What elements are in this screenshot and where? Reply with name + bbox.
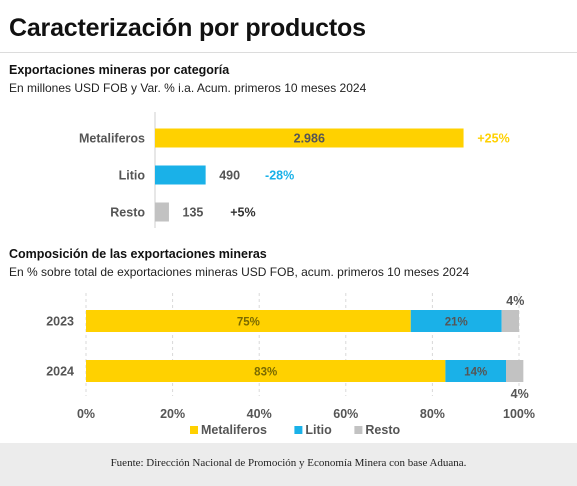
legend-swatch-metaliferos — [190, 426, 198, 434]
legend-label-litio: Litio — [305, 423, 332, 437]
chart2-title: Composición de las exportaciones mineras — [9, 247, 267, 261]
source-note: Fuente: Dirección Nacional de Promoción … — [110, 457, 467, 469]
composition-stacked-chart: 0% 20% 40% 60% 80% 100% 2023 75% 21% 4% 2024 83% 14%… — [46, 293, 535, 437]
source-footer: Fuente: Dirección Nacional de Promoción … — [0, 443, 577, 486]
category-label-litio: Litio — [119, 169, 146, 183]
variation-label-metaliferos: +25% — [477, 132, 509, 146]
legend-label-resto: Resto — [365, 423, 400, 437]
legend-label-metaliferos: Metaliferos — [201, 423, 267, 437]
segment-label-metaliferos-2023: 75% — [237, 317, 260, 329]
value-label-litio: 490 — [219, 169, 240, 183]
segment-metaliferos-2023 — [86, 310, 411, 332]
category-bar-chart: Metaliferos 2.986 +25% Litio 490 -28% Resto 135… — [79, 112, 510, 228]
page-title: Caracterización por productos — [9, 14, 366, 42]
year-label-2024: 2024 — [46, 365, 74, 379]
value-label-metaliferos: 2.986 — [294, 132, 325, 146]
segment-label-resto-2023: 4% — [506, 294, 524, 308]
x-tick-label: 60% — [333, 407, 358, 421]
x-tick-label: 40% — [247, 407, 272, 421]
category-label-metaliferos: Metaliferos — [79, 132, 145, 146]
segment-litio-2024 — [445, 360, 507, 382]
bar-litio — [155, 165, 206, 185]
segment-label-litio-2023: 21% — [445, 317, 468, 329]
variation-label-litio: -28% — [265, 169, 294, 183]
bar-metaliferos — [155, 128, 464, 148]
x-tick-label: 0% — [77, 407, 95, 421]
segment-resto-2023 — [501, 310, 519, 332]
segment-litio-2023 — [410, 310, 502, 332]
variation-label-resto: +5% — [230, 206, 255, 220]
year-label-2023: 2023 — [46, 315, 74, 329]
chart2-subtitle: En % sobre total de exportaciones minera… — [9, 265, 470, 279]
segment-label-metaliferos-2024: 83% — [254, 367, 277, 379]
title-divider — [0, 52, 577, 53]
segment-resto-2024 — [506, 360, 524, 382]
category-label-resto: Resto — [110, 206, 145, 220]
legend-swatch-litio — [294, 426, 303, 434]
segment-metaliferos-2024 — [86, 360, 446, 382]
segment-label-litio-2024: 14% — [464, 367, 487, 379]
x-tick-label: 80% — [420, 407, 445, 421]
x-tick-label: 100% — [503, 407, 535, 421]
bar-resto — [155, 202, 169, 222]
x-tick-label: 20% — [160, 407, 185, 421]
value-label-resto: 135 — [183, 206, 204, 220]
segment-label-resto-2024: 4% — [511, 387, 529, 401]
legend-swatch-resto — [354, 426, 363, 434]
chart1-subtitle: En millones USD FOB y Var. % i.a. Acum. … — [9, 81, 367, 95]
chart1-title: Exportaciones mineras por categoría — [9, 63, 230, 77]
